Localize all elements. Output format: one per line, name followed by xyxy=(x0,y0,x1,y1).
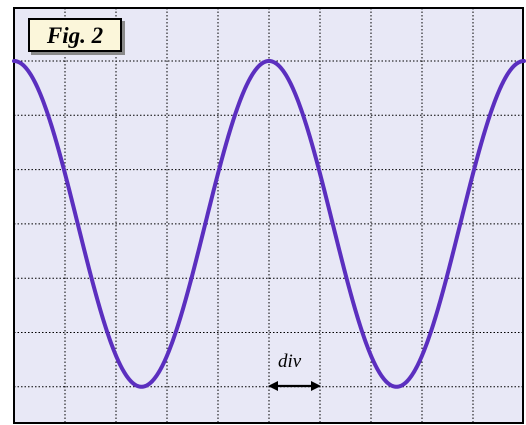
waveform-trace xyxy=(12,59,526,389)
division-arrow-head-left xyxy=(268,381,278,391)
grid-lines xyxy=(14,8,523,423)
division-arrow xyxy=(268,381,321,391)
division-arrow-head-right xyxy=(311,381,321,391)
figure-label: Fig. 2 xyxy=(46,22,104,48)
screen-border xyxy=(13,7,524,424)
division-label: div xyxy=(278,351,302,372)
figure-label-box: Fig. 2 xyxy=(28,18,122,52)
